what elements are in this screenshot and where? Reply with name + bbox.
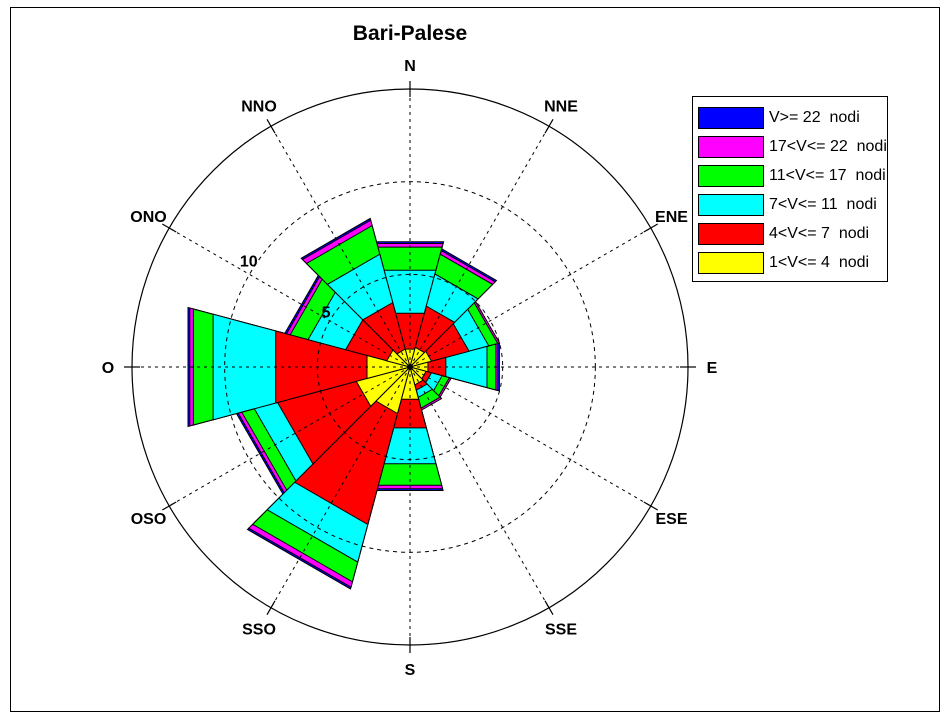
legend-label: 11<V<= 17 nodi — [769, 166, 886, 184]
direction-label-ese: ESE — [655, 511, 687, 528]
grid-tick-ono — [162, 223, 177, 233]
grid-tick-ese — [643, 501, 658, 511]
grid-tick-nne — [544, 119, 554, 134]
grid-tick-nno — [266, 119, 276, 134]
direction-labels: N NNE ENE E ESE SSE S SSO OSO O ONO NNO — [102, 58, 718, 679]
grid-spoke-sso — [270, 366, 411, 609]
legend-swatch — [698, 164, 764, 187]
grid-spoke-oso — [168, 366, 411, 507]
direction-label-nne: NNE — [544, 99, 578, 116]
radial-tick-label-5: 5 — [322, 304, 331, 321]
direction-label-ene: ENE — [655, 209, 688, 226]
grid-spoke-nno — [270, 125, 411, 368]
grid-tick-oso — [162, 501, 177, 511]
legend-swatch — [698, 106, 764, 129]
legend: V>= 22 nodi 17<V<= 22 nodi 11<V<= 17 nodi 7… — [692, 96, 888, 282]
direction-label-sse: SSE — [545, 622, 577, 639]
legend-swatch — [698, 135, 764, 158]
sector-layer — [187, 217, 501, 590]
legend-label: 17<V<= 22 nodi — [769, 137, 887, 155]
grid-spoke-nne — [409, 125, 550, 368]
direction-label-sso: SSO — [242, 622, 276, 639]
direction-label-ono: ONO — [130, 209, 166, 226]
legend-item: 4<V<= 7 nodi — [698, 219, 882, 248]
legend-item: 7<V<= 11 nodi — [698, 190, 882, 219]
grid-spoke-ono — [168, 227, 411, 368]
legend-swatch — [698, 193, 764, 216]
grid-ring-10 — [224, 181, 596, 553]
grid-tick-ene — [643, 223, 658, 233]
legend-label: V>= 22 nodi — [769, 108, 860, 126]
radial-tick-labels: 5 10 — [240, 253, 331, 321]
grid-spoke-sse — [409, 366, 550, 609]
grid-tick-sso — [266, 600, 276, 615]
grid-tick-sse — [544, 600, 554, 615]
radial-tick-label-10: 10 — [240, 253, 258, 270]
direction-label-o: O — [102, 360, 114, 377]
polar-grid — [124, 81, 696, 653]
legend-item: V>= 22 nodi — [698, 103, 882, 132]
legend-item: 17<V<= 22 nodi — [698, 132, 887, 161]
legend-label: 4<V<= 7 nodi — [769, 224, 870, 242]
direction-label-nno: NNO — [241, 99, 277, 116]
direction-label-e: E — [707, 360, 718, 377]
sector-nno-0 — [396, 348, 411, 369]
grid-spoke-ese — [409, 366, 652, 507]
chart-title: Bari-Palese — [353, 22, 467, 45]
legend-swatch — [698, 251, 764, 274]
legend-swatch — [698, 222, 764, 245]
direction-label-oso: OSO — [131, 511, 167, 528]
direction-label-n: N — [404, 58, 416, 75]
legend-label: 7<V<= 11 nodi — [769, 195, 877, 213]
legend-item: 11<V<= 17 nodi — [698, 161, 886, 190]
grid-spoke-ene — [409, 227, 652, 368]
legend-item: 1<V<= 4 nodi — [698, 248, 882, 277]
direction-label-s: S — [405, 662, 416, 679]
legend-label: 1<V<= 4 nodi — [769, 253, 870, 271]
